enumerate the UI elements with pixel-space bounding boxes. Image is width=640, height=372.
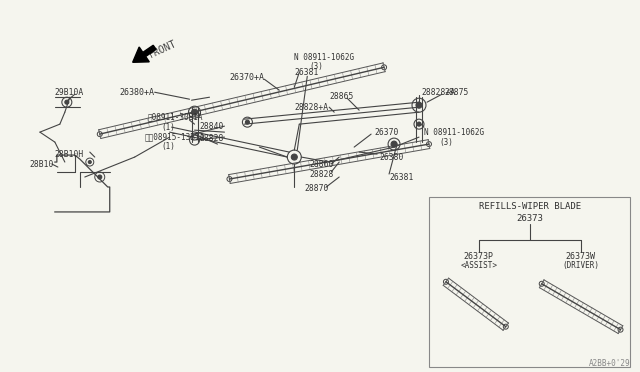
Text: 26373W: 26373W [566,252,596,262]
Circle shape [245,120,250,124]
Text: 26380: 26380 [379,153,403,161]
Text: 28B10: 28B10 [30,160,54,169]
Text: N 08911-1062G: N 08911-1062G [294,53,355,62]
Circle shape [391,141,397,147]
Circle shape [88,161,92,164]
Text: 28828+A: 28828+A [421,88,455,97]
Text: REFILLS-WIPER BLADE: REFILLS-WIPER BLADE [479,202,580,211]
Text: <ASSIST>: <ASSIST> [460,261,497,270]
Text: FRONT: FRONT [148,39,179,60]
Text: A2BB+0'29: A2BB+0'29 [589,359,630,368]
Text: 28B10H: 28B10H [55,150,84,158]
Text: ⓝ08911-30B1A: ⓝ08911-30B1A [148,113,203,122]
Text: (1): (1) [162,142,175,151]
Text: 29B10A: 29B10A [55,88,84,97]
Text: 28828+A: 28828+A [294,103,328,112]
Circle shape [98,175,102,179]
Circle shape [416,102,422,108]
Text: ⓦ​08915-13B1A: ⓦ​08915-13B1A [145,132,205,142]
Circle shape [191,109,198,115]
FancyArrow shape [132,45,156,62]
Circle shape [291,154,298,160]
Text: 28875: 28875 [444,88,468,97]
Text: 28865: 28865 [329,92,353,101]
Text: 26373: 26373 [516,214,543,224]
Circle shape [65,100,69,104]
Text: 26380+A: 26380+A [120,88,155,97]
Text: (1): (1) [162,123,175,132]
Text: 28840: 28840 [200,122,224,131]
Text: 26370+A: 26370+A [230,73,264,82]
Text: 28860: 28860 [309,160,333,169]
Text: 26381: 26381 [389,173,413,182]
Text: 28828: 28828 [200,134,224,142]
Circle shape [417,122,421,126]
Text: 28870: 28870 [304,185,329,193]
Bar [429,197,630,366]
Text: 28828: 28828 [309,170,333,179]
Text: (DRIVER): (DRIVER) [562,261,599,270]
Text: N 08911-1062G: N 08911-1062G [424,128,484,137]
Text: (3): (3) [309,62,323,71]
Text: 26370: 26370 [374,128,399,137]
Text: (3): (3) [439,138,453,147]
Text: 26373P: 26373P [464,252,494,262]
Text: 26381: 26381 [294,68,319,77]
